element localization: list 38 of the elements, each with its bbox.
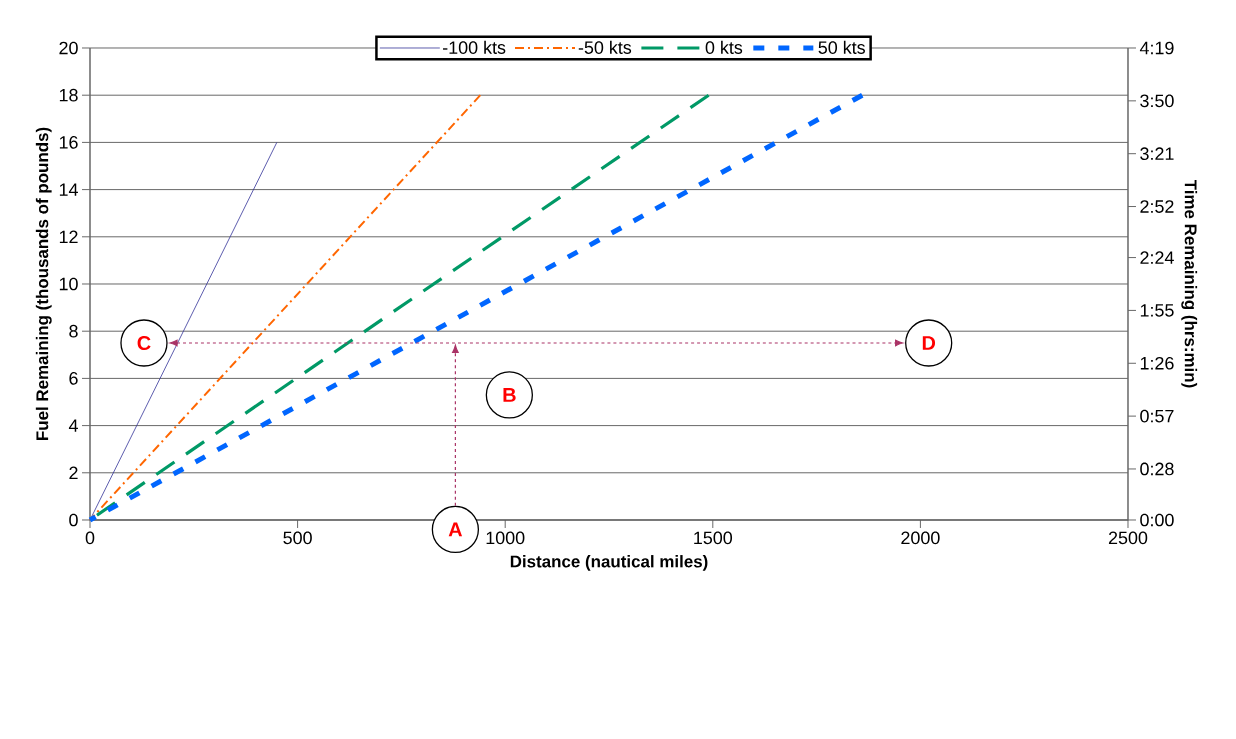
y-tick-label: 16 — [59, 136, 78, 149]
y-tick-label: 8 — [69, 324, 78, 338]
y2-tick-label: 2:52 — [1140, 200, 1174, 213]
y2-tick-label: 2:24 — [1140, 251, 1174, 264]
y2-tick-label: 1:55 — [1140, 304, 1174, 317]
y2-tick-label: 1:26 — [1140, 356, 1174, 370]
legend-label: -100 kts — [443, 40, 506, 54]
y-tick-label: 6 — [69, 372, 78, 385]
legend-label: 50 kts — [818, 40, 865, 54]
x-tick-label: 2500 — [1108, 531, 1148, 545]
x-tick-label: 1000 — [486, 531, 525, 545]
y-tick-label: 18 — [59, 88, 78, 102]
y2-tick-label: 0:28 — [1140, 462, 1174, 476]
y-tick-label: 20 — [59, 41, 78, 55]
legend-label: 0 kts — [705, 40, 743, 54]
y2-axis-title: Time Remaining (hrs:min) — [1181, 179, 1198, 388]
x-tick-label: 2000 — [901, 531, 940, 545]
y2-tick-label: 4:19 — [1139, 41, 1174, 55]
y-tick-label: 10 — [59, 277, 78, 291]
y-tick-label: 12 — [59, 230, 78, 244]
annotation: D — [922, 336, 936, 350]
y-tick-label: 4 — [68, 419, 78, 432]
y2-tick-label: 0:00 — [1140, 513, 1174, 527]
legend-label: -50 kts — [578, 40, 632, 54]
y-tick-label: 2 — [69, 466, 78, 480]
y2-tick-label: 3:21 — [1140, 147, 1174, 161]
y-axis-title: Fuel Remaining (thousands of pounds) — [35, 127, 52, 440]
y-tick-label: 14 — [59, 183, 78, 196]
y-tick-label: 0 — [69, 513, 78, 527]
text: A — [448, 522, 463, 537]
annotation: C — [137, 335, 151, 351]
y2-tick-label: 3:50 — [1140, 94, 1174, 108]
annotation: B — [503, 388, 516, 402]
x-axis-title: Distance (nautical miles) — [510, 555, 708, 571]
x-tick-label: 500 — [283, 531, 312, 545]
y2-tick-label: 0:57 — [1140, 409, 1174, 423]
x-tick-label: 1500 — [694, 531, 733, 545]
x-tick-label: 0 — [85, 531, 95, 545]
